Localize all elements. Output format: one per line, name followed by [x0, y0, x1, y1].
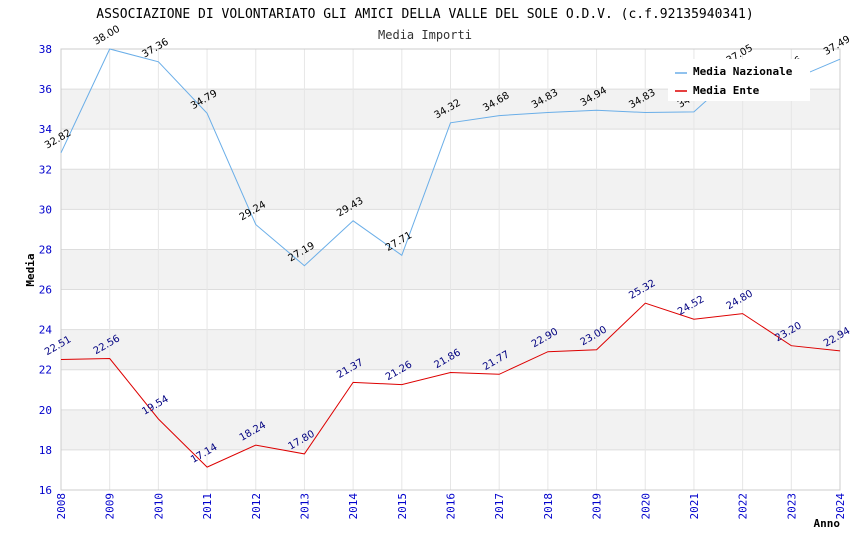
chart-title: ASSOCIAZIONE DI VOLONTARIATO GLI AMICI D… [96, 7, 753, 22]
x-axis-ticks: 2008 2009 2010 2011 2012 2013 2014 2015 2016 2017… [55, 493, 847, 520]
series-line-ente [60, 302, 841, 468]
y-tick-label: 24 [39, 324, 53, 337]
x-tick-label: 2015 [396, 493, 409, 520]
y-axis-label: Media [24, 253, 37, 286]
point-label-nazionale: 38.00 [92, 24, 122, 48]
y-tick-label: 20 [39, 404, 52, 417]
x-tick-label: 2012 [250, 493, 263, 520]
y-tick-label: 22 [39, 364, 52, 377]
plot-border [60, 48, 841, 491]
legend-box [668, 59, 810, 101]
x-tick-label: 2021 [688, 493, 701, 520]
legend-label-nazionale: Media Nazionale [693, 65, 793, 78]
y-tick-label: 34 [39, 123, 53, 136]
x-tick-label: 2023 [785, 493, 798, 520]
x-tick-label: 2024 [834, 493, 847, 520]
chart-subtitle: Media Importi [378, 28, 472, 42]
legend-label-ente: Media Ente [693, 84, 760, 97]
y-tick-label: 30 [39, 203, 52, 216]
y-tick-label: 36 [39, 83, 52, 96]
x-tick-label: 2009 [104, 493, 117, 520]
x-tick-label: 2017 [493, 493, 506, 520]
x-tick-label: 2020 [639, 493, 652, 520]
x-tick-label: 2019 [591, 493, 604, 520]
x-tick-label: 2016 [445, 493, 458, 520]
y-tick-label: 38 [39, 43, 52, 56]
x-tick-label: 2022 [737, 493, 750, 520]
x-tick-label: 2013 [298, 493, 311, 520]
grid-lines [60, 48, 841, 491]
y-tick-label: 16 [39, 484, 52, 497]
x-axis-label: Anno [814, 517, 841, 530]
x-tick-label: 2014 [347, 493, 360, 520]
x-tick-label: 2018 [542, 493, 555, 520]
y-tick-label: 32 [39, 163, 52, 176]
x-tick-label: 2011 [201, 493, 214, 520]
x-tick-label: 2008 [55, 493, 68, 520]
y-axis-ticks: 16 18 20 22 24 26 28 30 32 34 36 38 [39, 43, 53, 497]
y-tick-label: 18 [39, 444, 52, 457]
x-tick-label: 2010 [152, 493, 165, 520]
legend: Media Nazionale Media Ente [668, 59, 810, 101]
y-tick-label: 26 [39, 284, 52, 297]
y-tick-label: 28 [39, 243, 52, 256]
